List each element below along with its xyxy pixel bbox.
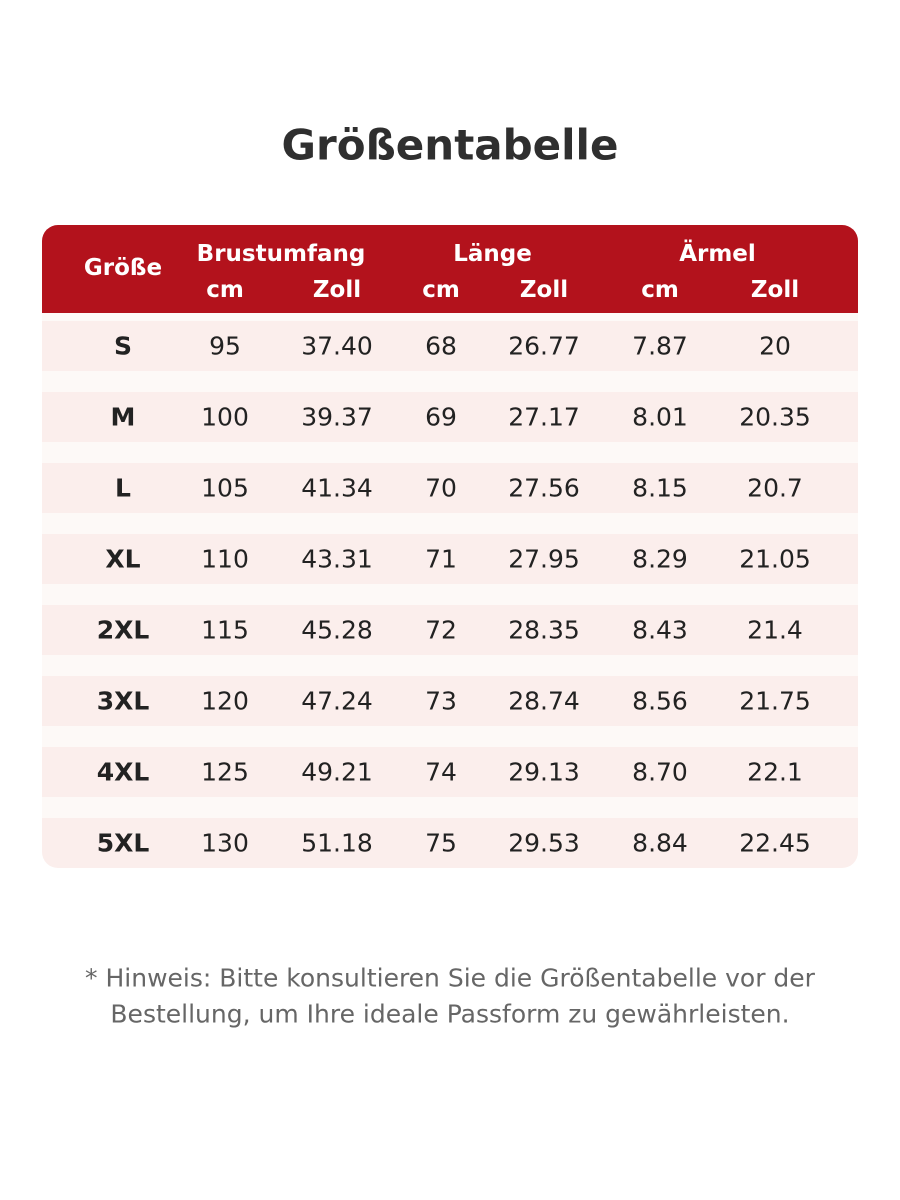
value-cell: 28.35 — [508, 615, 580, 645]
size-cell: 2XL — [96, 615, 150, 645]
value-cell: 95 — [209, 331, 241, 361]
value-cell: 68 — [425, 331, 457, 361]
table-header — [42, 225, 858, 313]
value-cell: 27.17 — [508, 402, 580, 432]
size-cell: S — [113, 331, 133, 361]
unit-header: Zoll — [750, 277, 800, 303]
value-cell: 70 — [425, 473, 457, 503]
group-header: Brustumfang — [196, 241, 366, 267]
value-cell: 71 — [425, 544, 457, 574]
value-cell: 22.1 — [747, 757, 803, 787]
value-cell: 8.43 — [632, 615, 688, 645]
value-cell: 51.18 — [301, 828, 373, 858]
note-line: Bestellung, um Ihre ideale Passform zu g… — [110, 999, 790, 1029]
row-band — [42, 818, 858, 868]
header-cell: Größe — [83, 255, 163, 281]
value-cell: 73 — [425, 686, 457, 716]
size-cell: L — [115, 473, 131, 503]
size-cell: 5XL — [96, 828, 150, 858]
value-cell: 43.31 — [301, 544, 373, 574]
row-gap — [42, 797, 858, 818]
value-cell: 8.56 — [632, 686, 688, 716]
unit-header: cm — [641, 277, 679, 303]
value-cell: 21.4 — [747, 615, 803, 645]
row-band — [42, 392, 858, 442]
value-cell: 105 — [201, 473, 249, 503]
value-cell: 100 — [201, 402, 249, 432]
title: Größentabelle — [281, 120, 619, 170]
value-cell: 22.45 — [739, 828, 811, 858]
row-band — [42, 676, 858, 726]
row-gap — [42, 371, 858, 392]
value-cell: 8.29 — [632, 544, 688, 574]
value-cell: 75 — [425, 828, 457, 858]
value-cell: 37.40 — [301, 331, 373, 361]
value-cell: 27.95 — [508, 544, 580, 574]
value-cell: 41.34 — [301, 473, 373, 503]
value-cell: 47.24 — [301, 686, 373, 716]
row-gap — [42, 584, 858, 605]
row-gap — [42, 655, 858, 676]
row-gap — [42, 513, 858, 534]
row-band — [42, 747, 858, 797]
unit-header: cm — [206, 277, 244, 303]
value-cell: 29.53 — [508, 828, 580, 858]
value-cell: 115 — [201, 615, 249, 645]
value-cell: 72 — [425, 615, 457, 645]
value-cell: 74 — [425, 757, 457, 787]
value-cell: 20.7 — [747, 473, 803, 503]
unit-header: cm — [422, 277, 460, 303]
value-cell: 26.77 — [508, 331, 580, 361]
value-cell: 20.35 — [739, 402, 811, 432]
value-cell: 8.70 — [632, 757, 688, 787]
value-cell: 125 — [201, 757, 249, 787]
row-gap — [42, 313, 858, 321]
size-cell: XL — [105, 544, 141, 574]
row-band — [42, 321, 858, 371]
value-cell: 29.13 — [508, 757, 580, 787]
value-cell: 120 — [201, 686, 249, 716]
unit-header: Zoll — [519, 277, 569, 303]
value-cell: 8.01 — [632, 402, 688, 432]
size-cell: 4XL — [96, 757, 150, 787]
row-band — [42, 605, 858, 655]
row-band — [42, 534, 858, 584]
value-cell: 8.84 — [632, 828, 688, 858]
value-cell: 20 — [759, 331, 791, 361]
row-gap — [42, 442, 858, 463]
size-cell: M — [110, 402, 136, 432]
row-band — [42, 463, 858, 513]
size-cell: 3XL — [96, 686, 150, 716]
value-cell: 21.75 — [739, 686, 811, 716]
unit-header: Zoll — [312, 277, 362, 303]
value-cell: 130 — [201, 828, 249, 858]
value-cell: 21.05 — [739, 544, 811, 574]
value-cell: 8.15 — [632, 473, 688, 503]
value-cell: 45.28 — [301, 615, 373, 645]
value-cell: 49.21 — [301, 757, 373, 787]
note-line: * Hinweis: Bitte konsultieren Sie die Gr… — [85, 963, 815, 993]
group-header: Länge — [453, 241, 532, 267]
value-cell: 28.74 — [508, 686, 580, 716]
value-cell: 27.56 — [508, 473, 580, 503]
value-cell: 110 — [201, 544, 249, 574]
value-cell: 7.87 — [632, 331, 688, 361]
row-gap — [42, 726, 858, 747]
value-cell: 39.37 — [301, 402, 373, 432]
group-header: Ärmel — [679, 241, 756, 267]
value-cell: 69 — [425, 402, 457, 432]
